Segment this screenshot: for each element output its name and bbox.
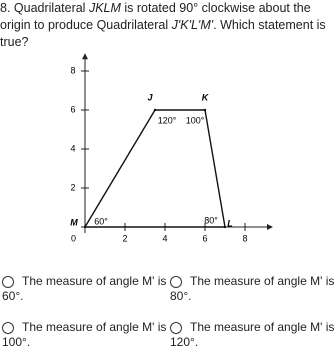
option-text[interactable]: The measure of angle M' is 100°.: [2, 320, 167, 349]
vertex-label: J: [147, 92, 153, 102]
radio-button[interactable]: [2, 276, 14, 288]
origin-label: 0: [71, 233, 76, 243]
radio-button[interactable]: [170, 322, 182, 334]
options: The measure of angle M' is 60°. The measu…: [0, 274, 336, 350]
x-tick-label: 6: [202, 233, 207, 243]
x-tick-label: 2: [122, 233, 127, 243]
radio-button[interactable]: [170, 276, 182, 288]
y-tick-label: 2: [70, 182, 75, 192]
angle-label: 120°: [158, 115, 177, 125]
diagram: 0 2 4 6 8 2 4 6 8 M 60° J 120° K 100° L 80°: [70, 53, 273, 243]
quadrilateral: [83, 109, 226, 228]
angle-label: 100°: [186, 115, 205, 125]
vertex-label: L: [227, 218, 233, 228]
question-text: is rotated 90° clockwise about the origi…: [0, 1, 311, 32]
question-text: J'K'L'M': [171, 18, 214, 32]
question-text: JKLM: [88, 1, 121, 15]
question: 8. Quadrilateral JKLM is rotated 90° clo…: [0, 0, 336, 51]
vertex: [203, 108, 207, 112]
angle-label: 60°: [94, 216, 108, 226]
y-tick-label: 4: [70, 143, 75, 153]
option-text[interactable]: The measure of angle M' is 80°.: [170, 274, 335, 303]
vertex-label: K: [202, 92, 210, 102]
angle-label: 80°: [204, 215, 218, 225]
y-arrow: [82, 53, 88, 60]
y-tick-label: 8: [70, 65, 75, 75]
x-tick-label: 8: [242, 233, 247, 243]
question-text: 8. Quadrilateral: [0, 1, 89, 15]
option-text[interactable]: The measure of angle M' is 60°.: [2, 274, 167, 303]
option[interactable]: The measure of angle M' is 100°.: [0, 320, 168, 350]
vertex: [153, 108, 157, 112]
question-text: . Which statement is true?: [0, 18, 326, 49]
option[interactable]: The measure of angle M' is 60°.: [0, 274, 168, 304]
x-arrow: [267, 224, 273, 230]
y-tick-label: 6: [70, 104, 75, 114]
vertex: [83, 225, 87, 229]
option[interactable]: The measure of angle M' is 120°.: [168, 320, 336, 350]
option[interactable]: The measure of angle M' is 80°.: [168, 274, 336, 304]
radio-button[interactable]: [2, 322, 14, 334]
vertex-label: M: [70, 217, 78, 227]
option-text[interactable]: The measure of angle M' is 120°.: [170, 320, 335, 349]
vertex: [223, 225, 227, 229]
x-tick-label: 4: [162, 233, 167, 243]
